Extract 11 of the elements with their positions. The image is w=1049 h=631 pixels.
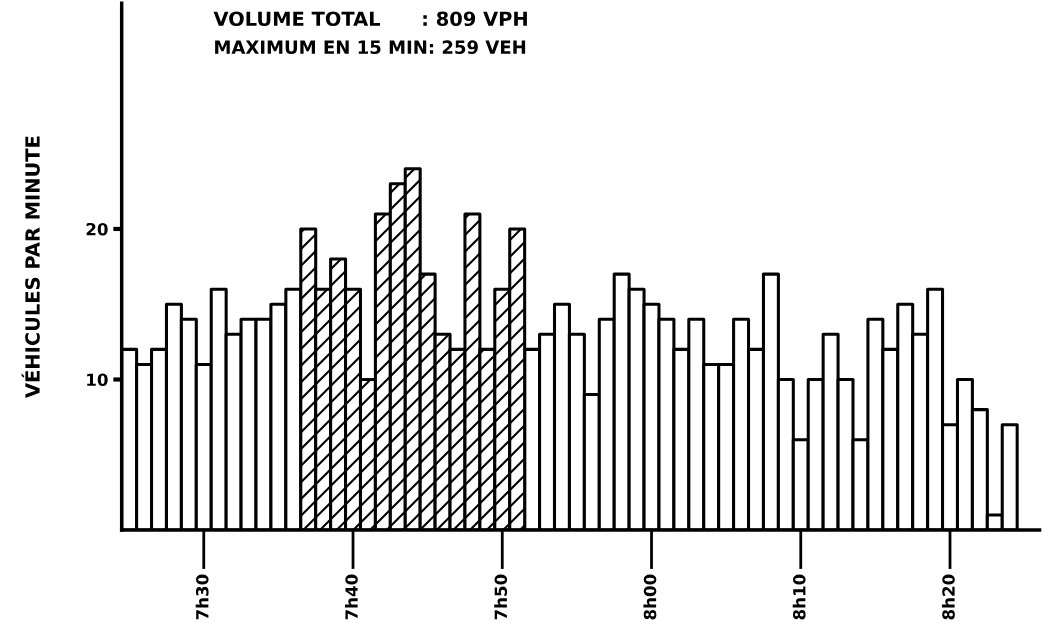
x-tick-label: 7h30 xyxy=(195,574,209,620)
x-tick-label: 7h50 xyxy=(494,574,508,620)
x-tick-label: 8h20 xyxy=(941,574,955,620)
chart-title: VOLUME TOTAL : 809 VPH xyxy=(213,11,527,27)
y-tick-label: 20 xyxy=(86,222,108,236)
x-tick-label: 8h10 xyxy=(792,574,806,620)
y-axis-title: VÉHICULES PAR MINUTE xyxy=(21,136,40,398)
y-tick-label: 10 xyxy=(87,373,108,387)
x-tick-label: 7h40 xyxy=(344,574,358,620)
x-tick-label: 8h00 xyxy=(643,574,657,620)
text: MAXIMUM EN 15 MIN: 259 VEH xyxy=(215,40,526,55)
